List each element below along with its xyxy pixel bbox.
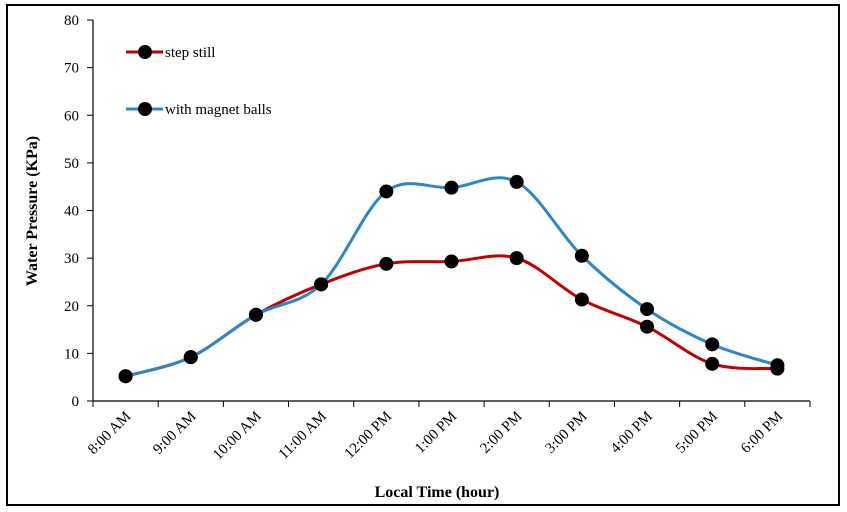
data-point-step-still [509, 251, 524, 266]
data-point-step-still [574, 292, 589, 307]
y-tick-label: 60 [64, 108, 79, 124]
x-tick-label: 6:00 PM [738, 409, 786, 457]
x-tick-label: 8:00 AM [85, 409, 134, 458]
y-axis-title: Water Pressure (KPa) [24, 136, 41, 286]
data-point-with-magnet-balls [444, 180, 459, 195]
chart-border [6, 4, 840, 506]
y-tick-label: 70 [64, 61, 79, 77]
y-tick-label: 80 [64, 13, 79, 29]
data-point-with-magnet-balls [248, 307, 263, 322]
x-tick-label: 4:00 PM [608, 409, 656, 457]
legend-marker-step-still [138, 45, 152, 59]
data-point-with-magnet-balls [770, 358, 785, 373]
x-tick-label: 5:00 PM [673, 409, 721, 457]
legend-marker-with-magnet-balls [138, 102, 152, 116]
x-tick-label: 3:00 PM [543, 409, 591, 457]
data-point-step-still [379, 256, 394, 271]
legend-label-with-magnet-balls: with magnet balls [165, 102, 272, 118]
data-point-with-magnet-balls [509, 174, 524, 189]
data-point-step-still [705, 356, 720, 371]
series-layer [118, 174, 785, 384]
x-tick-label: 10:00 AM [210, 409, 265, 464]
legend: step still with magnet balls [126, 45, 272, 118]
y-tick-label: 30 [64, 251, 79, 267]
data-point-step-still [444, 254, 459, 269]
data-point-with-magnet-balls [640, 302, 655, 317]
data-point-with-magnet-balls [574, 248, 589, 263]
y-tick-label: 10 [64, 346, 79, 362]
plot-frame [92, 20, 810, 402]
legend-label-step-still: step still [165, 45, 215, 61]
data-point-step-still [640, 319, 655, 334]
x-axis: 8:00 AM 9:00 AM 10:00 AM 11:00 AM 12:00 PM 1:… [85, 401, 811, 464]
y-axis: 0 10 20 30 40 50 60 70 80 [64, 13, 93, 410]
x-tick-label: 11:00 AM [276, 409, 330, 463]
y-tick-label: 20 [64, 299, 79, 315]
x-tick-label: 12:00 PM [342, 409, 395, 462]
data-point-with-magnet-balls [183, 350, 198, 365]
x-tick-label: 1:00 PM [412, 409, 460, 457]
data-point-with-magnet-balls [379, 184, 394, 199]
data-point-with-magnet-balls [314, 277, 329, 292]
data-point-with-magnet-balls [705, 337, 720, 352]
y-tick-label: 50 [64, 156, 79, 172]
data-point-with-magnet-balls [118, 369, 133, 384]
x-axis-title: Local Time (hour) [375, 484, 500, 501]
x-tick-label: 9:00 AM [150, 409, 199, 458]
y-tick-label: 0 [72, 394, 80, 410]
x-tick-label: 2:00 PM [477, 409, 525, 457]
y-tick-label: 40 [64, 204, 79, 220]
series-line-step-still [125, 254, 778, 378]
